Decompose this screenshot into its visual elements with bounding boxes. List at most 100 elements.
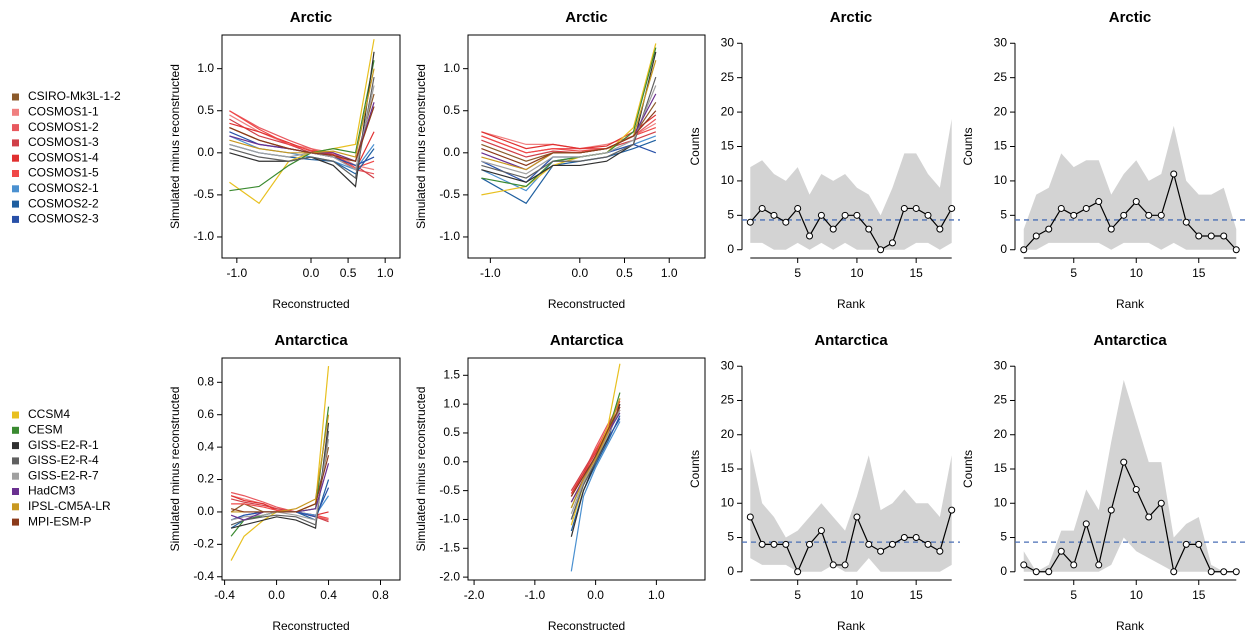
x-tick-label: 10 xyxy=(850,588,864,602)
plot-frame xyxy=(467,34,706,259)
x-tick-label: 5 xyxy=(794,588,801,602)
x-axis-title: Reconstructed xyxy=(272,297,349,311)
y-tick-label: -1.0 xyxy=(439,229,460,243)
legend-swatch xyxy=(12,154,19,162)
y-tick-label: -1.5 xyxy=(439,540,460,554)
count-point xyxy=(1207,568,1215,576)
y-tick-label: 10 xyxy=(994,173,1008,187)
legend-swatch xyxy=(12,215,19,223)
x-axis-title: Reconstructed xyxy=(548,619,625,633)
y-tick-label: 0.5 xyxy=(443,103,460,117)
legend-label: COSMOS1-5 xyxy=(28,166,99,180)
count-point xyxy=(1032,568,1040,576)
count-point xyxy=(758,204,766,212)
count-point xyxy=(877,547,885,555)
count-point xyxy=(888,239,896,247)
y-tick-label: 0.0 xyxy=(197,504,214,518)
y-tick-label: 20 xyxy=(721,427,735,441)
y-tick-label: -0.2 xyxy=(193,537,214,551)
model-line xyxy=(229,118,375,179)
count-point xyxy=(794,204,802,212)
count-point xyxy=(1045,225,1053,233)
x-axis-title: Reconstructed xyxy=(548,297,625,311)
x-tick-label: 5 xyxy=(1070,588,1077,602)
count-point xyxy=(1220,232,1228,240)
y-tick-label: 0 xyxy=(727,564,734,578)
x-tick-label: 1.0 xyxy=(661,266,678,280)
y-tick-label: 25 xyxy=(994,70,1008,84)
legend-label: MPI-ESM-P xyxy=(28,514,91,528)
plot-frame xyxy=(467,357,706,581)
y-tick-label: 20 xyxy=(994,104,1008,118)
x-tick-label: 1.0 xyxy=(648,588,665,602)
count-point xyxy=(1220,568,1228,576)
count-point xyxy=(1057,547,1065,555)
x-tick-label: 15 xyxy=(1192,266,1206,280)
count-point xyxy=(829,225,837,233)
count-point xyxy=(1082,204,1090,212)
y-tick-label: 5 xyxy=(727,207,734,221)
y-tick-label: 0 xyxy=(1000,242,1007,256)
x-tick-label: 15 xyxy=(909,588,923,602)
x-axis-title: Rank xyxy=(837,297,866,311)
y-tick-label: 0 xyxy=(727,242,734,256)
x-tick-label: -2.0 xyxy=(464,588,485,602)
x-axis-title: Rank xyxy=(1116,297,1145,311)
count-point xyxy=(877,246,885,254)
y-tick-label: -0.5 xyxy=(193,187,214,201)
count-point xyxy=(1132,486,1140,494)
legend-label: CSIRO-Mk3L-1-2 xyxy=(28,89,121,103)
model-line xyxy=(230,455,330,513)
count-point xyxy=(1057,204,1065,212)
y-tick-label: 25 xyxy=(721,393,735,407)
count-point xyxy=(853,513,861,521)
model-line xyxy=(481,110,657,167)
panel-title: Antarctica xyxy=(274,332,348,349)
y-tick-label: 1.0 xyxy=(197,61,214,75)
legend-label: GISS-E2-R-1 xyxy=(28,438,99,452)
legend-label: GISS-E2-R-7 xyxy=(28,468,99,482)
legend-swatch xyxy=(12,124,19,132)
y-tick-label: 0 xyxy=(1000,564,1007,578)
y-tick-label: 25 xyxy=(721,70,735,84)
model-line xyxy=(229,76,375,180)
count-point xyxy=(1182,540,1190,548)
x-tick-label: 0.4 xyxy=(320,588,337,602)
legend-label: COSMOS2-2 xyxy=(28,196,99,210)
legend-swatch xyxy=(12,139,19,147)
legend-swatch xyxy=(12,488,19,495)
y-tick-label: 0.6 xyxy=(197,407,214,421)
y-tick-label: 20 xyxy=(721,104,735,118)
y-tick-label: 0.0 xyxy=(443,145,460,159)
y-tick-label: 30 xyxy=(994,358,1008,372)
count-point xyxy=(770,540,778,548)
panel-title: Arctic xyxy=(1109,9,1152,26)
legend-swatch xyxy=(12,170,19,177)
model-line xyxy=(481,85,657,175)
x-tick-label: 1.0 xyxy=(377,266,394,280)
count-point xyxy=(841,211,849,219)
legend-label: COSMOS1-2 xyxy=(28,120,99,134)
x-tick-label: 15 xyxy=(1192,588,1206,602)
count-point xyxy=(1170,170,1178,178)
x-axis-title: Rank xyxy=(1116,619,1145,633)
model-line xyxy=(481,76,657,179)
count-point xyxy=(1195,540,1203,548)
plot-frame xyxy=(221,357,401,581)
range-band xyxy=(1023,125,1237,250)
legend-swatch xyxy=(12,93,19,101)
y-tick-label: 0.4 xyxy=(197,439,214,453)
y-tick-label: 5 xyxy=(727,530,734,544)
legend-swatch xyxy=(12,518,19,526)
y-tick-label: -1.0 xyxy=(439,512,460,526)
count-point xyxy=(770,211,778,219)
count-point xyxy=(817,527,825,535)
legend-label: COSMOS2-1 xyxy=(28,181,99,195)
y-axis-title: Simulated minus reconstructed xyxy=(414,64,428,229)
y-tick-label: 15 xyxy=(994,139,1008,153)
x-tick-label: 0.5 xyxy=(616,266,633,280)
range-band xyxy=(750,118,952,250)
count-point xyxy=(924,540,932,548)
y-axis-title: Counts xyxy=(961,450,975,488)
y-tick-label: 1.0 xyxy=(443,61,460,75)
